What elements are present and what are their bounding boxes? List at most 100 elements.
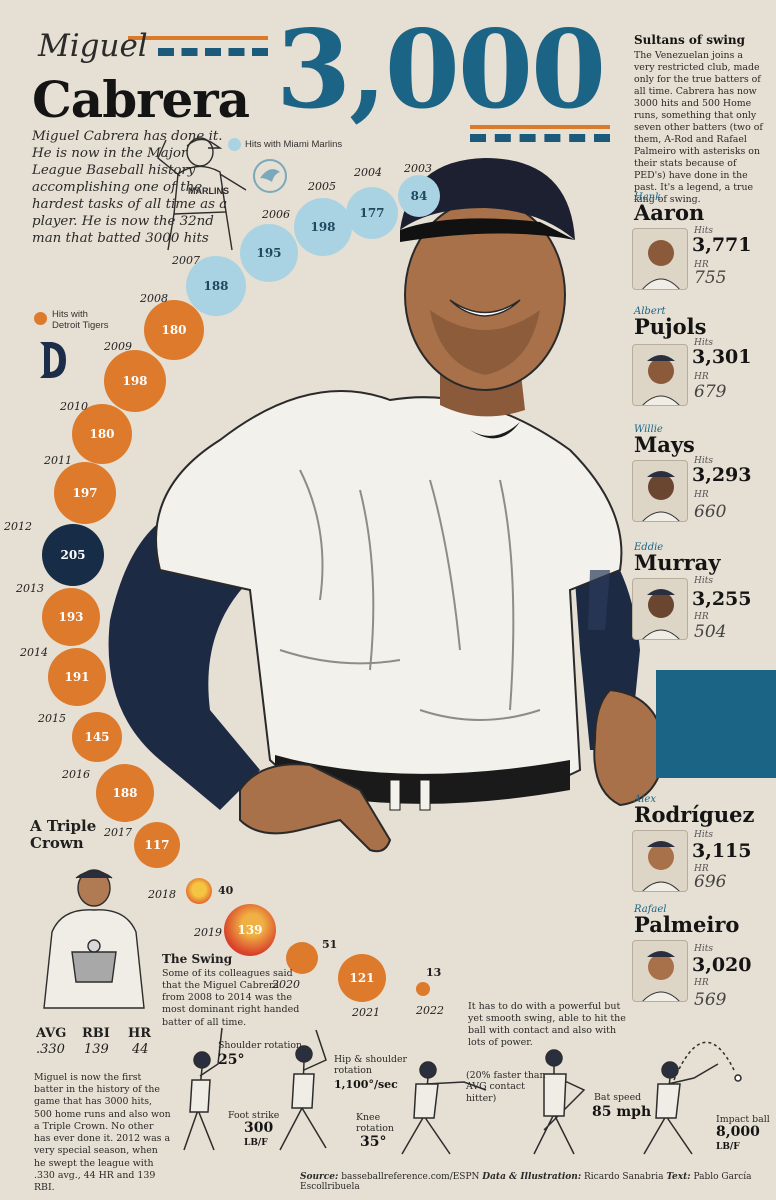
stat-hr-value: 44: [132, 1042, 149, 1057]
marlins-logo-icon: [253, 159, 287, 193]
player-hits: 3,293: [692, 464, 752, 486]
intro-text: Miguel Cabrera has done it. He is now in…: [32, 129, 228, 247]
knee-rotation-value: 35°: [360, 1134, 387, 1150]
player-hr: 504: [694, 622, 727, 642]
player-hr-label: HR: [694, 612, 709, 622]
season-year-2021: 2021: [352, 1006, 380, 1019]
swing-title: The Swing: [162, 952, 233, 966]
triple-crown-title: A Triple Crown: [30, 818, 96, 851]
player-portrait: [632, 460, 688, 522]
player-hits-label: Hits: [694, 226, 713, 236]
player-hits: 3,301: [692, 346, 752, 368]
player-first-name: Rafael: [634, 904, 667, 915]
knee-rotation-label-line2: rotation: [356, 1123, 394, 1135]
player-hr-label: HR: [694, 490, 709, 500]
shoulder-rotation-value: 25°: [218, 1052, 245, 1068]
last-name: Cabrera: [32, 70, 250, 129]
season-circle-2012: 205: [42, 524, 104, 586]
player-portrait: [632, 344, 688, 406]
season-circle-2009: 198: [104, 350, 166, 412]
marlins-player-illustration: MARLINS: [157, 137, 247, 251]
season-year-2006: 2006: [262, 208, 290, 221]
player-hr-label: HR: [694, 978, 709, 988]
season-year-2019: 2019: [194, 926, 222, 939]
player-hr-label: HR: [694, 372, 709, 382]
cabrera-hero-illustration: [108, 158, 660, 853]
hip-shoulder-label-line1: Hip & shoulder: [334, 1054, 408, 1065]
footer-data: Ricardo Sanabria: [584, 1172, 664, 1182]
season-circle-2013: 193: [42, 588, 100, 646]
player-hits-label: Hits: [694, 830, 713, 840]
season-year-2013: 2013: [16, 582, 44, 595]
season-year-2003: 2003: [404, 162, 432, 175]
season-hits-2022: 13: [426, 966, 442, 979]
foot-strike-value: 300: [244, 1120, 274, 1136]
player-card-pujols: Albert Pujols Hits 3,301 HR 679: [630, 306, 776, 416]
season-year-2004: 2004: [354, 166, 382, 179]
season-year-2015: 2015: [38, 712, 66, 725]
season-circle-2017: 117: [134, 822, 180, 868]
player-last-name: Palmeiro: [634, 912, 740, 937]
swing-text: Some of its colleagues said that the Mig…: [162, 968, 300, 1028]
foot-strike-unit: LB/F: [244, 1138, 268, 1148]
player-hr: 696: [694, 872, 727, 892]
number-rule-dashed: [470, 134, 610, 142]
season-circle-2007: 188: [186, 256, 246, 316]
season-year-2018: 2018: [148, 888, 176, 901]
number-rule-bottom: [470, 125, 610, 129]
stat-rbi-value: 139: [84, 1042, 109, 1057]
season-year-2012: 2012: [4, 520, 32, 533]
season-circle-2005: 198: [294, 198, 352, 256]
tigers-legend-line1: Hits with: [52, 309, 88, 320]
marlins-legend-dot: [228, 138, 241, 151]
player-last-name: Mays: [634, 432, 695, 457]
stat-hr-label: HR: [128, 1026, 152, 1041]
player-hits-label: Hits: [694, 456, 713, 466]
stat-rbi-label: RBI: [82, 1026, 110, 1041]
footer-source: basseballreference.com/ESPN: [341, 1172, 480, 1182]
svg-text:MARLINS: MARLINS: [188, 186, 229, 196]
player-hr: 660: [694, 502, 727, 522]
stat-avg-label: AVG: [36, 1026, 67, 1041]
season-hits-2020: 51: [322, 938, 338, 951]
player-hits: 3,771: [692, 234, 752, 256]
player-card-palmeiro: Rafael Palmeiro Hits 3,020 HR 569: [630, 904, 776, 1014]
first-name: Miguel: [38, 28, 148, 64]
milestone-number: 3,000: [276, 7, 606, 133]
triple-crown-title-line1: A Triple: [30, 817, 97, 835]
footer-data-label: Data & Illustration:: [482, 1172, 582, 1182]
triple-crown-player-illustration: [43, 869, 145, 1009]
season-circle-2022: [416, 982, 430, 996]
hip-shoulder-label: Hip & shoulder rotation: [334, 1054, 407, 1077]
season-year-2007: 2007: [172, 254, 200, 267]
player-portrait: [632, 830, 688, 892]
season-year-2014: 2014: [20, 646, 48, 659]
season-circle-2021: 121: [338, 954, 386, 1002]
season-year-2010: 2010: [60, 400, 88, 413]
season-year-2011: 2011: [44, 454, 72, 467]
bat-speed-value: 85 mph: [592, 1104, 652, 1120]
shoulder-rotation-label: Shoulder rotation: [218, 1040, 303, 1051]
faster-note: (20% faster than AVG contact hitter): [466, 1070, 546, 1104]
player-card-murray: Eddie Murray Hits 3,255 HR 504: [630, 542, 776, 652]
player-first-name: Eddie: [634, 542, 664, 553]
player-last-name: Aaron: [634, 200, 705, 225]
season-circle-2020: [286, 942, 318, 974]
tigers-d-logo-icon: [40, 342, 66, 378]
season-circle-2008: 180: [144, 300, 204, 360]
player-first-name: Albert: [634, 306, 666, 317]
impact-ball-unit: LB/F: [716, 1142, 740, 1152]
player-hits: 3,255: [692, 588, 752, 610]
player-hr-label: HR: [694, 864, 709, 874]
player-card-rodriguez: Alex Rodríguez Hits 3,115 HR 696: [630, 794, 776, 904]
season-year-2005: 2005: [308, 180, 336, 193]
player-hr: 569: [694, 990, 727, 1010]
player-last-name: Murray: [634, 550, 721, 575]
tigers-legend-line2: Detroit Tigers: [52, 320, 109, 332]
season-year-2009: 2009: [104, 340, 132, 353]
season-circle-2010: 180: [72, 404, 132, 464]
title-rule-dashed: [158, 48, 268, 56]
season-circle-2004: 177: [346, 187, 398, 239]
tigers-legend-dot: [34, 312, 47, 325]
hip-shoulder-value: 1,100°/sec: [334, 1078, 398, 1091]
